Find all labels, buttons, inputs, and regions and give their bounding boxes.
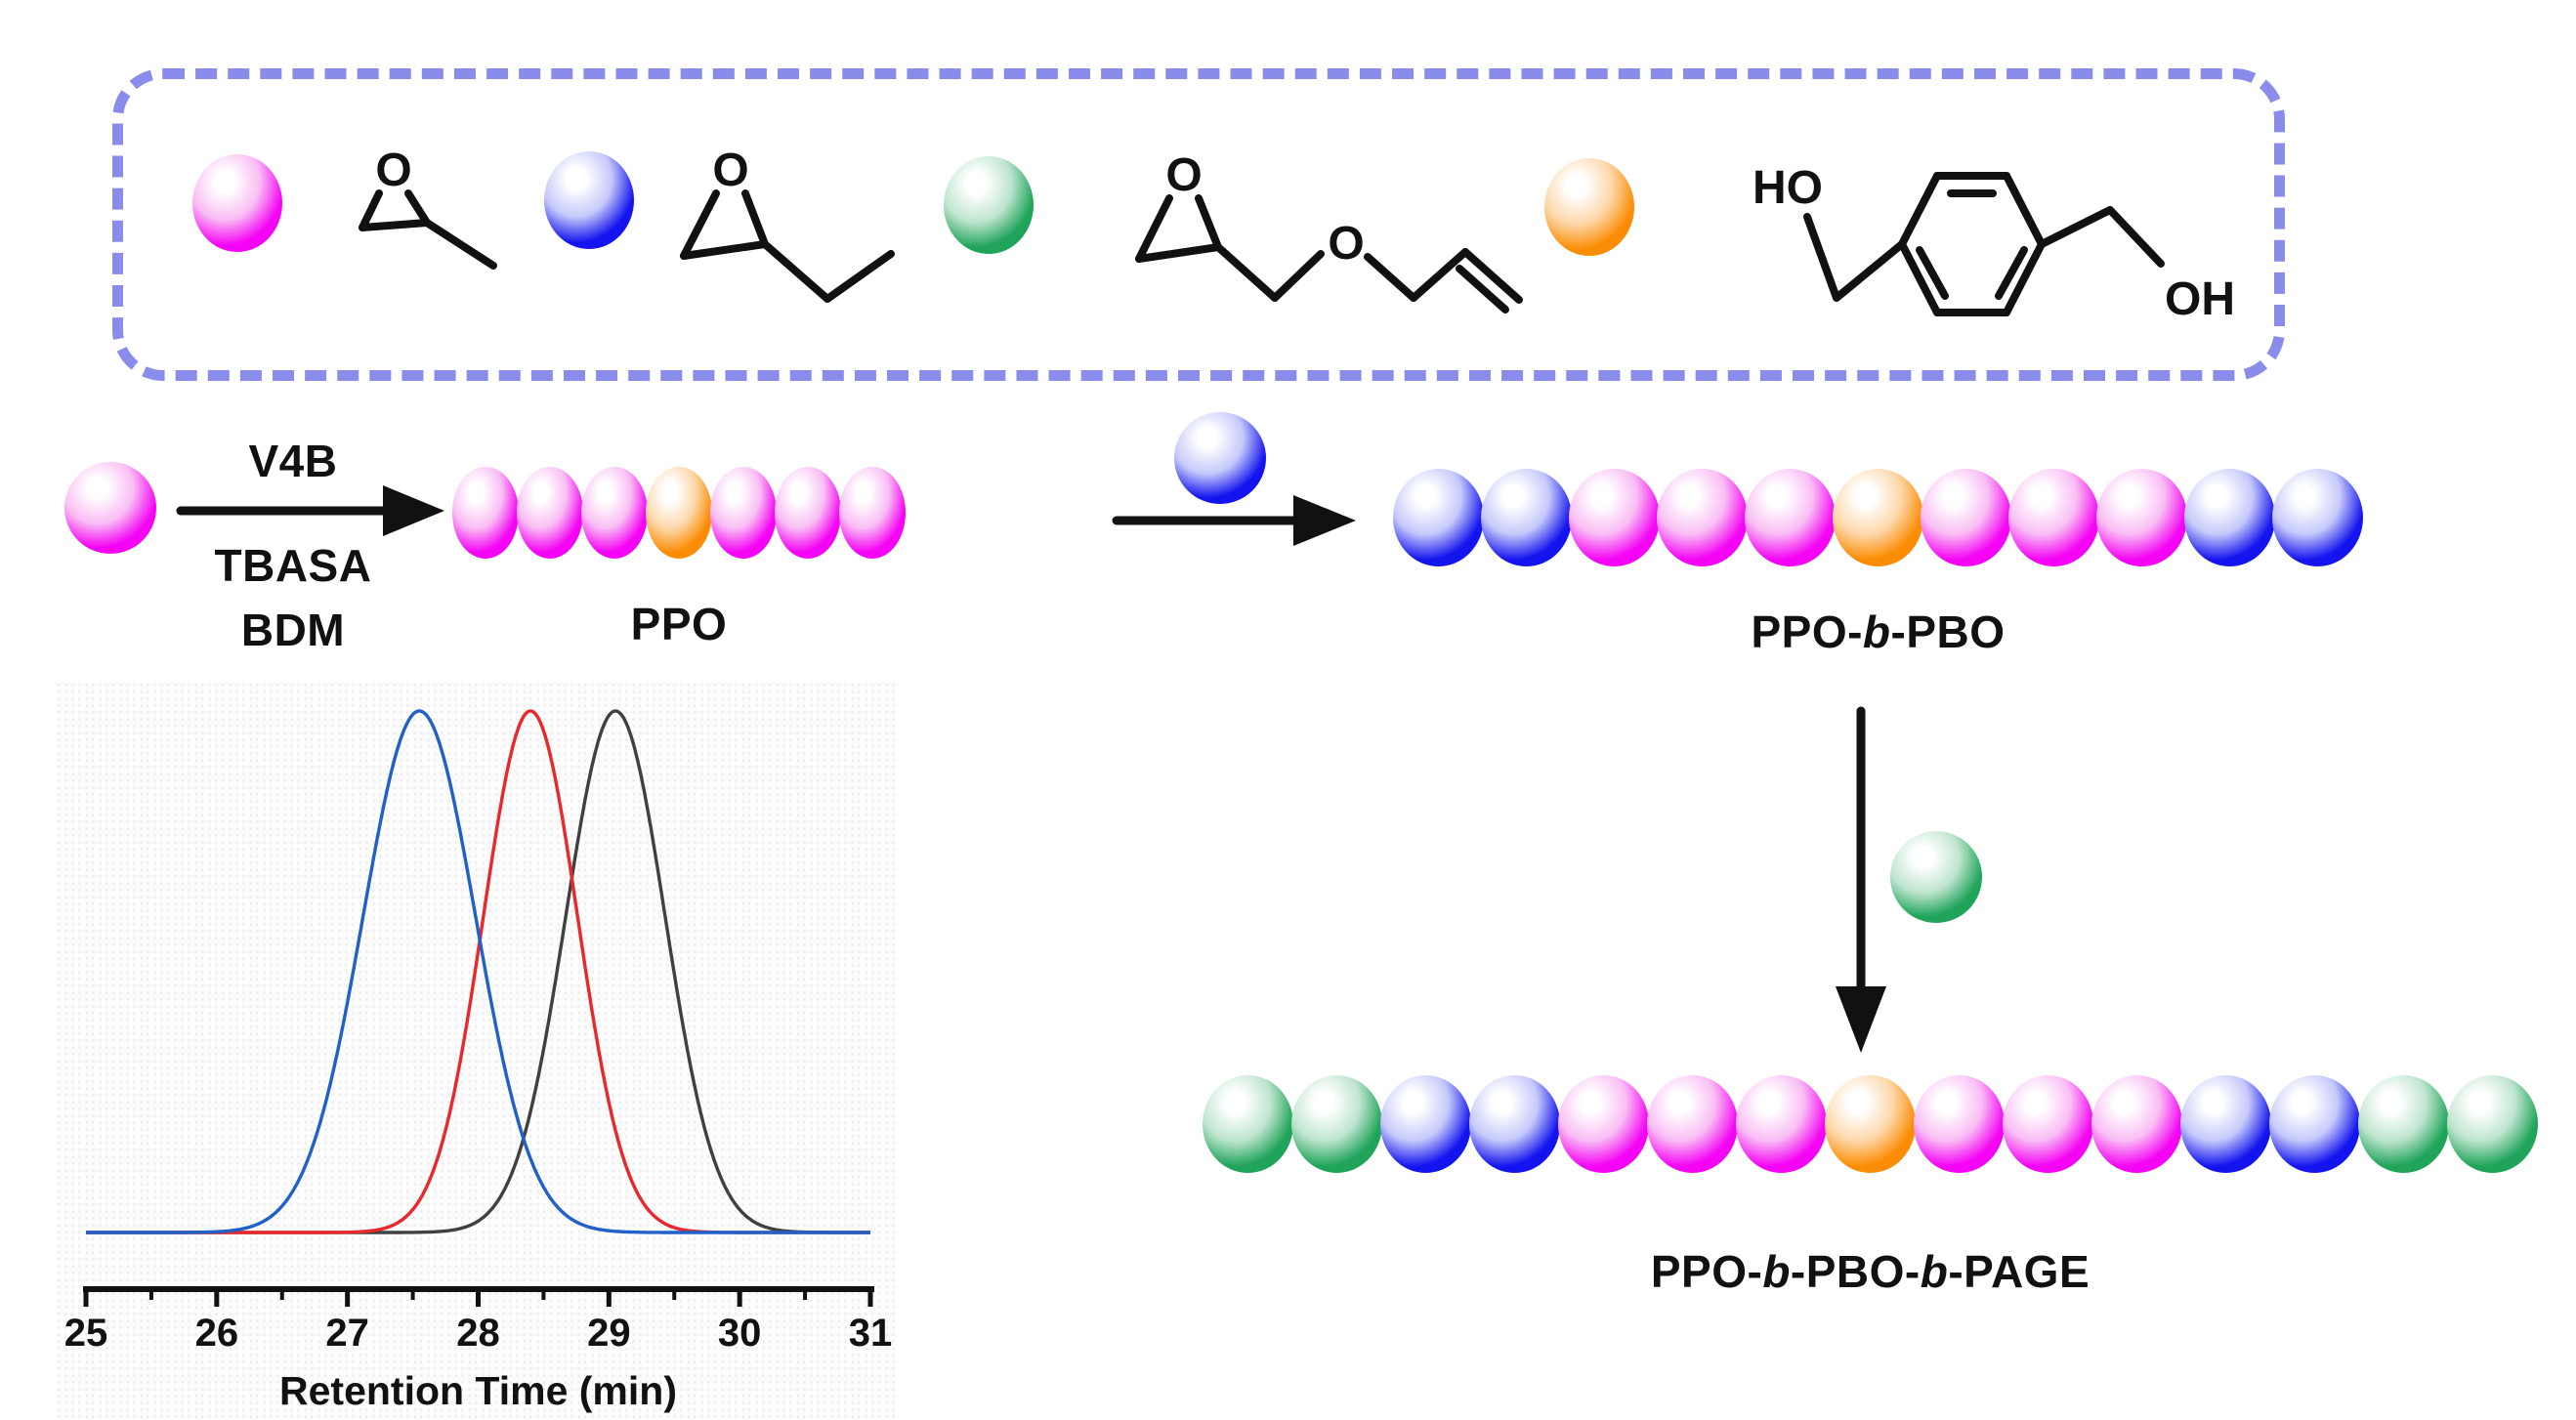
- monomer-sphere-po: [1745, 469, 1836, 566]
- butylene-oxide-structure: O: [680, 145, 895, 303]
- po-reactant-sphere: [64, 462, 156, 554]
- monomer-sphere-po: [839, 467, 906, 559]
- ppo-chain-label: PPO: [630, 599, 728, 649]
- monomer-sphere-bo: [1481, 469, 1572, 566]
- propylene-oxide-structure: O: [359, 145, 497, 270]
- monomer-sphere-bo: [1469, 1075, 1560, 1173]
- reagent-label-tbasa: TBASA: [214, 540, 372, 591]
- label-part-italic: b: [1862, 606, 1891, 657]
- label-part: PPO-: [1650, 1246, 1763, 1297]
- monomer-sphere-bdm: [646, 467, 712, 559]
- ppo-b-pbo-b-page-chain: [1203, 1075, 2538, 1173]
- age-added-monomer-sphere: [1890, 831, 1982, 923]
- x-tick-label: 25: [64, 1312, 108, 1355]
- x-tick-label: 26: [195, 1312, 239, 1355]
- x-tick-label: 30: [718, 1312, 762, 1355]
- label-part: PPO-: [1751, 606, 1863, 657]
- monomer-sphere-po: [775, 467, 841, 559]
- allyl-glycidyl-ether-structure: O O: [1135, 149, 1523, 313]
- monomer-sphere-po: [1921, 469, 2011, 566]
- monomer-sphere-po: [710, 467, 777, 559]
- gpc-trace-black-trace: [85, 709, 871, 1234]
- ppo-b-pbo-chain-label: PPO-b-PBO: [1393, 606, 2363, 658]
- gpc-trace-blue-trace: [85, 709, 871, 1234]
- reagent-label-v4b: V4B: [248, 436, 338, 486]
- monomer-sphere-bdm: [1833, 469, 1923, 566]
- monomer-sphere-po: [1569, 469, 1660, 566]
- po-monomer-sphere-icon: [192, 154, 282, 252]
- monomer-sphere-po: [452, 467, 519, 559]
- benzenedimethanol-structure: HO OH: [1753, 162, 2235, 325]
- hydroxyl-label: HO: [1753, 162, 1823, 214]
- x-axis-title: Retention Time (min): [279, 1368, 677, 1413]
- monomer-sphere-po: [1914, 1075, 2005, 1173]
- reaction-arrow-2: [1112, 495, 1356, 546]
- monomer-sphere-po: [1736, 1075, 1827, 1173]
- bo-monomer-sphere-icon: [544, 151, 634, 249]
- oxygen-atom-label: O: [712, 145, 748, 196]
- ppo-chain: [452, 467, 906, 559]
- monomer-sphere-po: [1558, 1075, 1649, 1173]
- hydroxyl-label: OH: [2165, 273, 2235, 325]
- x-tick-label: 31: [849, 1312, 893, 1355]
- monomer-sphere-po: [2096, 469, 2187, 566]
- monomer-sphere-po: [1647, 1075, 1738, 1173]
- ether-oxygen-atom-label: O: [1328, 218, 1364, 270]
- gpc-trace-red-trace: [85, 709, 871, 1234]
- monomer-sphere-age: [2358, 1075, 2449, 1173]
- monomer-sphere-po: [517, 467, 583, 559]
- monomer-sphere-bo: [2180, 1075, 2271, 1173]
- oxygen-atom-label: O: [375, 145, 411, 196]
- monomer-sphere-bdm: [1825, 1075, 1916, 1173]
- monomer-sphere-bo: [2269, 1075, 2360, 1173]
- monomer-sphere-bo: [1380, 1075, 1471, 1173]
- reagent-label-bdm: BDM: [240, 605, 346, 655]
- label-part: -PAGE: [1948, 1246, 2090, 1297]
- label-part: -PBO: [1890, 606, 2006, 657]
- gpc-chromatogram: 25 26 27 28 29 30 31 Retention Time (min): [56, 682, 896, 1420]
- monomer-sphere-bo: [2184, 469, 2275, 566]
- monomer-sphere-bo: [2272, 469, 2363, 566]
- reaction-arrow-3: [1836, 706, 1886, 1053]
- monomer-sphere-bo: [1393, 469, 1484, 566]
- reaction-arrow-1: [176, 485, 444, 536]
- monomer-legend-box: [112, 68, 2285, 381]
- ppo-b-pbo-b-page-chain-label: PPO-b-PBO-b-PAGE: [1203, 1245, 2538, 1298]
- x-tick-label: 29: [587, 1312, 631, 1355]
- oxygen-atom-label: O: [1165, 149, 1202, 201]
- monomer-sphere-age: [2447, 1075, 2538, 1173]
- monomer-sphere-age: [1203, 1075, 1293, 1173]
- bo-added-monomer-sphere: [1174, 412, 1266, 504]
- label-part-italic: b: [1762, 1246, 1791, 1297]
- ppo-b-pbo-chain: [1393, 469, 2363, 566]
- monomer-sphere-po: [2003, 1075, 2093, 1173]
- label-part: -PBO-: [1790, 1246, 1921, 1297]
- x-tick-label: 27: [325, 1312, 369, 1355]
- monomer-sphere-po: [1657, 469, 1748, 566]
- monomer-sphere-age: [1291, 1075, 1382, 1173]
- label-part-italic: b: [1920, 1246, 1949, 1297]
- monomer-sphere-po: [581, 467, 648, 559]
- monomer-sphere-po: [2008, 469, 2099, 566]
- age-monomer-sphere-icon: [944, 156, 1034, 254]
- gpc-chromatogram-plot: 25 26 27 28 29 30 31 Retention Time (min): [64, 709, 893, 1413]
- x-tick-label: 28: [456, 1312, 500, 1355]
- monomer-sphere-po: [2091, 1075, 2182, 1173]
- bdm-initiator-sphere-icon: [1544, 158, 1634, 256]
